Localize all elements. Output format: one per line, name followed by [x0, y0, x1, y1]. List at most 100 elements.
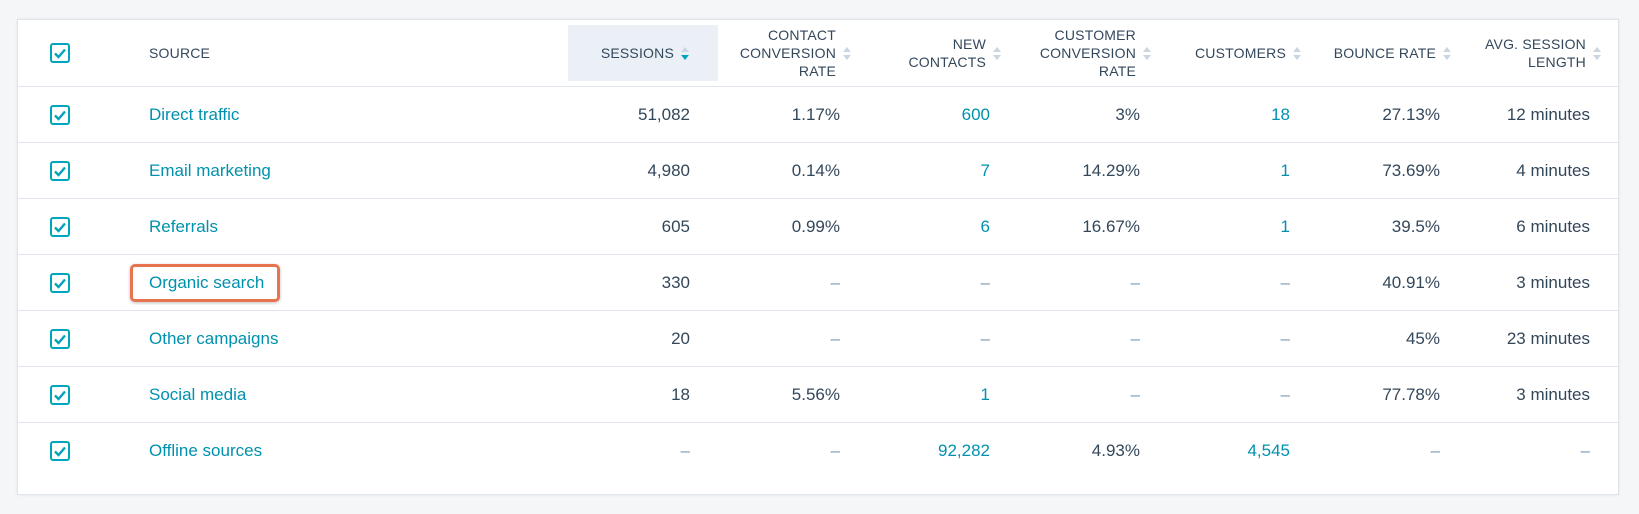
- row-select-cell: [18, 310, 108, 367]
- column-header-customers-label: CUSTOMERS: [1195, 45, 1286, 61]
- cell-bounce-rate: 73.69%: [1318, 142, 1468, 199]
- column-header-customer-conversion-rate[interactable]: CUSTOMER CONVERSION RATE: [1018, 20, 1168, 87]
- header-line: CONTACTS: [908, 54, 986, 70]
- checkmark-icon: [54, 222, 66, 233]
- cell-customer-conversion-rate: 3%: [1018, 86, 1168, 143]
- cell-bounce-rate: 27.13%: [1318, 86, 1468, 143]
- column-header-contact-conversion-rate-label: CONTACT CONVERSION RATE: [740, 26, 836, 80]
- row-checkbox[interactable]: [50, 104, 70, 125]
- cell-customers: –: [1168, 310, 1318, 367]
- header-line: NEW: [952, 36, 986, 52]
- source-link[interactable]: Email marketing: [149, 160, 271, 180]
- cell-contact-conversion-rate: –: [718, 254, 868, 311]
- source-link[interactable]: Social media: [149, 384, 247, 404]
- header-line: LENGTH: [1528, 54, 1586, 70]
- source-link[interactable]: Other campaigns: [149, 328, 279, 348]
- cell-sessions: 4,980: [568, 142, 718, 199]
- cell-contact-conversion-rate: –: [718, 310, 868, 367]
- cell-sessions: –: [680, 440, 690, 460]
- cell-new-contacts[interactable]: 92,282: [938, 440, 990, 460]
- column-header-sessions[interactable]: SESSIONS: [568, 20, 718, 87]
- row-checkbox[interactable]: [50, 440, 70, 461]
- row-select-cell: [18, 198, 108, 255]
- cell-contact-conversion-rate: –: [830, 440, 840, 460]
- cell-customer-conversion-rate: –: [1018, 310, 1168, 367]
- cell-customers[interactable]: 4,545: [1247, 440, 1290, 460]
- cell-sessions: 330: [568, 254, 718, 311]
- cell-avg-session-length: 23 minutes: [1468, 310, 1618, 367]
- sources-report-table-card: SOURCE SESSIONS CONTACT CONVERSION RATE: [17, 19, 1619, 495]
- select-all-header: [18, 20, 108, 87]
- checkmark-icon: [54, 278, 66, 289]
- cell-customers[interactable]: 1: [1168, 198, 1318, 255]
- row-select-cell: [18, 423, 108, 479]
- cell-avg-session-length: 12 minutes: [1468, 86, 1618, 143]
- row-checkbox[interactable]: [50, 160, 70, 181]
- table-header-row: SOURCE SESSIONS CONTACT CONVERSION RATE: [18, 20, 1618, 87]
- source-link[interactable]: Offline sources: [149, 440, 263, 460]
- cell-new-contacts[interactable]: 6: [868, 198, 1018, 255]
- source-cell: Offline sources: [108, 423, 568, 479]
- sort-icon: [992, 46, 1002, 60]
- cell-customer-conversion-rate: –: [1018, 254, 1168, 311]
- cell-sessions: 605: [568, 198, 718, 255]
- cell-bounce-rate: 77.78%: [1318, 366, 1468, 423]
- table-row: Other campaigns 20– – – –45% 23 minutes: [18, 310, 1618, 367]
- cell-customers[interactable]: 1: [1168, 142, 1318, 199]
- cell-bounce-rate: 40.91%: [1318, 254, 1468, 311]
- table-row: Organic search 330– – – –40.91% 3 minutes: [18, 254, 1618, 311]
- row-select-cell: [18, 254, 108, 311]
- row-select-cell: [18, 366, 108, 423]
- header-line: CONVERSION: [1039, 45, 1136, 61]
- column-header-bounce-rate[interactable]: BOUNCE RATE: [1318, 20, 1468, 87]
- cell-avg-session-length: 6 minutes: [1468, 198, 1618, 255]
- source-cell: Referrals: [108, 198, 568, 255]
- table-body: Direct traffic 51,082 1.17% 600 3% 18 27.13% 12…: [18, 86, 1618, 479]
- cell-new-contacts[interactable]: 1: [868, 366, 1018, 423]
- row-checkbox[interactable]: [50, 384, 70, 405]
- row-select-cell: [18, 86, 108, 143]
- column-header-customers[interactable]: CUSTOMERS: [1168, 20, 1318, 87]
- cell-new-contacts: –: [868, 310, 1018, 367]
- source-link[interactable]: Direct traffic: [149, 104, 240, 124]
- column-header-avg-session-length[interactable]: AVG. SESSION LENGTH: [1468, 20, 1618, 87]
- cell-new-contacts: –: [868, 254, 1018, 311]
- sources-table: SOURCE SESSIONS CONTACT CONVERSION RATE: [18, 20, 1618, 478]
- column-header-contact-conversion-rate[interactable]: CONTACT CONVERSION RATE: [718, 20, 868, 87]
- table-row: Social media 18 5.56% 1– –77.78% 3 minutes: [18, 366, 1618, 423]
- row-checkbox[interactable]: [50, 216, 70, 237]
- column-header-avg-session-length-label: AVG. SESSION LENGTH: [1485, 35, 1586, 71]
- column-header-sessions-label: SESSIONS: [600, 45, 674, 61]
- source-cell: Organic search: [108, 254, 568, 311]
- cell-new-contacts[interactable]: 7: [868, 142, 1018, 199]
- cell-new-contacts[interactable]: 600: [868, 86, 1018, 143]
- sort-icon: [842, 46, 852, 60]
- table-row: Direct traffic 51,082 1.17% 600 3% 18 27.13% 12…: [18, 86, 1618, 143]
- cell-customers[interactable]: 18: [1168, 86, 1318, 143]
- checkmark-icon: [54, 390, 66, 401]
- cell-contact-conversion-rate: 1.17%: [718, 86, 868, 143]
- source-cell: Direct traffic: [108, 86, 568, 143]
- select-all-checkbox[interactable]: [50, 43, 70, 63]
- cell-contact-conversion-rate: 0.99%: [718, 198, 868, 255]
- row-checkbox[interactable]: [50, 272, 70, 293]
- column-header-source-label: SOURCE: [149, 45, 211, 61]
- source-link[interactable]: Organic search: [149, 272, 265, 292]
- checkmark-icon: [54, 48, 66, 59]
- table-row: Offline sources – – 92,282 4.93% 4,545 – –: [18, 423, 1618, 479]
- cell-avg-session-length: –: [1580, 440, 1590, 460]
- row-checkbox[interactable]: [50, 328, 70, 349]
- column-header-source[interactable]: SOURCE: [108, 20, 568, 87]
- cell-customers: –: [1168, 366, 1318, 423]
- header-line: AVG. SESSION: [1485, 36, 1586, 52]
- cell-avg-session-length: 4 minutes: [1468, 142, 1618, 199]
- column-header-customer-conversion-rate-label: CUSTOMER CONVERSION RATE: [1040, 26, 1136, 80]
- cell-bounce-rate: 39.5%: [1318, 198, 1468, 255]
- column-header-new-contacts[interactable]: NEW CONTACTS: [868, 20, 1018, 87]
- source-link[interactable]: Referrals: [149, 216, 218, 236]
- header-line: RATE: [798, 63, 836, 79]
- cell-customer-conversion-rate: 4.93%: [1091, 440, 1140, 460]
- cell-customer-conversion-rate: 14.29%: [1018, 142, 1168, 199]
- table-row: Referrals 605 0.99% 6 16.67% 1 39.5% 6 minutes: [18, 198, 1618, 255]
- cell-contact-conversion-rate: 0.14%: [718, 142, 868, 199]
